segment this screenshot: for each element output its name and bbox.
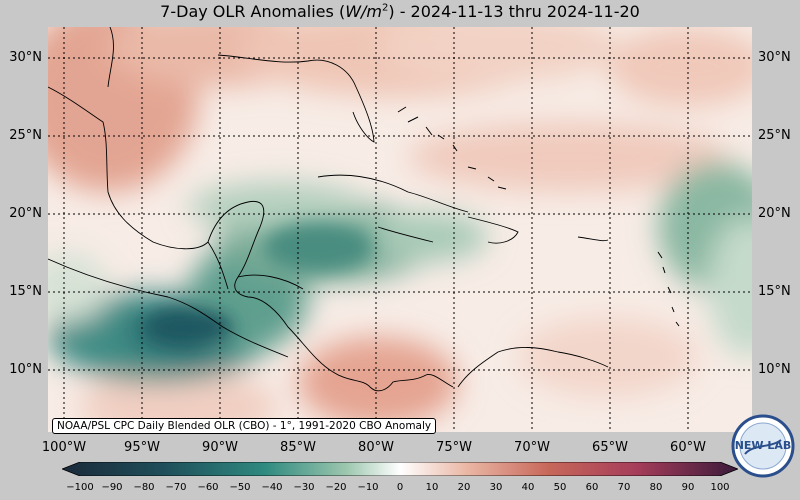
- lon-label-80w: 80°W: [358, 440, 394, 455]
- lat-label-left-30n: 30°N: [9, 50, 42, 65]
- colorbar-tick-label: −70: [165, 482, 187, 493]
- lat-label-left-20n: 20°N: [9, 206, 42, 221]
- colorbar-tick-label: 80: [649, 482, 663, 493]
- colorbar-tick-label: 50: [553, 482, 567, 493]
- colorbar-tick-label: −100: [66, 482, 94, 493]
- lon-label-60w: 60°W: [670, 440, 706, 455]
- colorbar-tick-label: 70: [617, 482, 631, 493]
- colorbar-tick-label: 0: [396, 482, 404, 493]
- islands: [397, 106, 680, 327]
- lat-label-right-30n: 30°N: [758, 50, 791, 65]
- colorbar-tick-label: −20: [325, 482, 347, 493]
- colorbar-tick-label: 30: [489, 482, 503, 493]
- colorbar-tick-label: 100: [710, 482, 730, 493]
- colorbar-tick-label: 90: [681, 482, 695, 493]
- colorbar-tick-label: −60: [197, 482, 219, 493]
- colorbar-tick-label: 20: [457, 482, 471, 493]
- coastlines: [48, 27, 609, 392]
- colorbar-tick-label: −80: [133, 482, 155, 493]
- colorbar-tick-label: 40: [521, 482, 535, 493]
- colorbar-tick-label: −10: [357, 482, 379, 493]
- lat-label-left-25n: 25°N: [9, 128, 42, 143]
- lab-logo: NEW LAB: [731, 414, 795, 478]
- colorbar: [62, 462, 738, 476]
- lon-label-90w: 90°W: [202, 440, 238, 455]
- lat-label-left-10n: 10°N: [9, 362, 42, 377]
- source-note: NOAA/PSL CPC Daily Blended OLR (CBO) - 1…: [52, 418, 437, 434]
- graticule: [48, 27, 752, 432]
- colorbar-tick-label: −50: [229, 482, 251, 493]
- colorbar-tick-label: 60: [585, 482, 599, 493]
- colorbar-tick-label: −30: [293, 482, 315, 493]
- map-title: 7-Day OLR Anomalies (W/m2) - 2024-11-13 …: [160, 2, 640, 21]
- logo-text: NEW LAB: [735, 439, 792, 452]
- lon-label-85w: 85°W: [280, 440, 316, 455]
- lat-label-right-15n: 15°N: [758, 284, 791, 299]
- olr-anomaly-map: [48, 27, 752, 432]
- lat-label-left-15n: 15°N: [9, 284, 42, 299]
- lon-label-95w: 95°W: [124, 440, 160, 455]
- lat-label-right-20n: 20°N: [758, 206, 791, 221]
- lat-label-right-25n: 25°N: [758, 128, 791, 143]
- lat-label-right-10n: 10°N: [758, 362, 791, 377]
- colorbar-tick-label: −90: [101, 482, 123, 493]
- lon-label-75w: 75°W: [436, 440, 472, 455]
- lon-label-70w: 70°W: [514, 440, 550, 455]
- colorbar-tick-label: 10: [425, 482, 439, 493]
- colorbar-tick-label: −40: [261, 482, 283, 493]
- anomaly-field: [48, 27, 752, 432]
- lon-label-65w: 65°W: [592, 440, 628, 455]
- lon-label-100w: 100°W: [41, 440, 87, 455]
